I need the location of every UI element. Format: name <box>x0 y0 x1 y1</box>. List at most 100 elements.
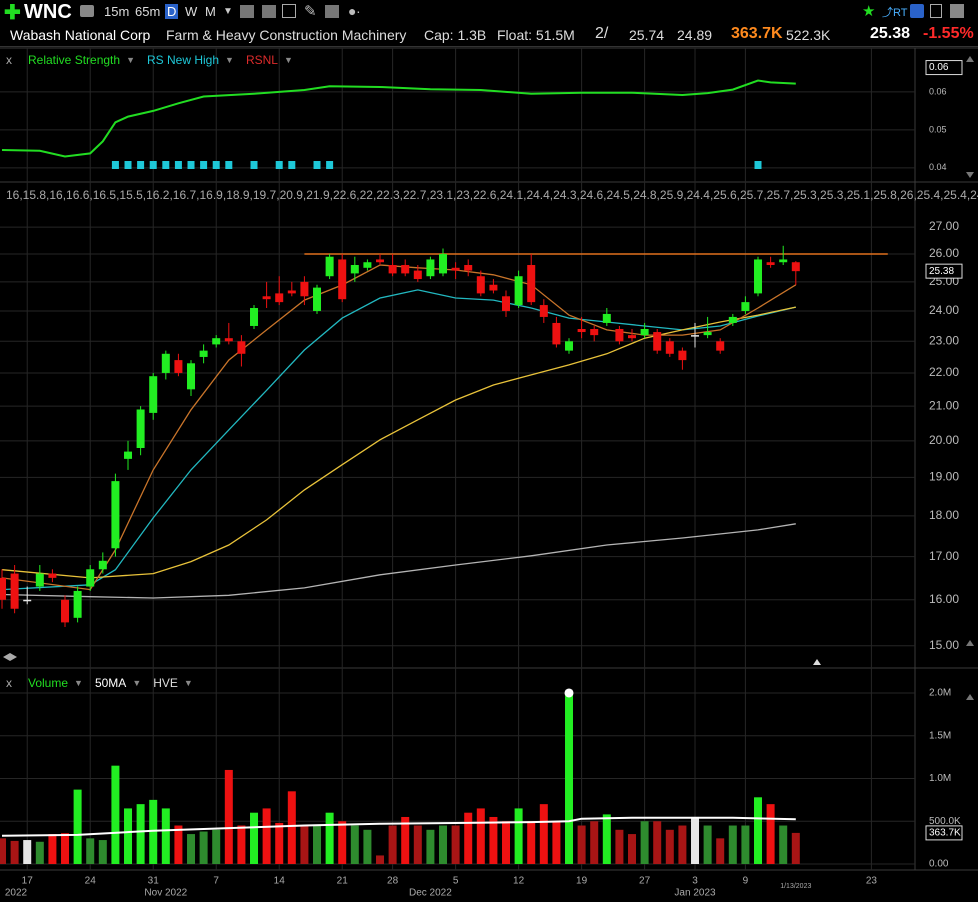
volume-bar <box>728 825 737 864</box>
icon[interactable] <box>282 4 296 18</box>
candle-body <box>376 259 385 263</box>
legend-dropdown[interactable]: ▼ <box>225 55 234 65</box>
info-bar: Wabash National Corp Farm & Heavy Constr… <box>0 24 978 47</box>
rt-icon[interactable]: ⤴RT <box>882 7 908 19</box>
candle-body <box>716 341 725 351</box>
candle-body <box>665 341 674 354</box>
volume-bar <box>10 840 19 864</box>
legend-item[interactable]: Relative Strength <box>28 53 121 67</box>
timeframe[interactable]: D <box>165 4 179 19</box>
legend-dropdown[interactable]: ▼ <box>132 678 142 688</box>
icon[interactable] <box>930 4 942 18</box>
close-button[interactable]: x <box>6 53 12 67</box>
legend-dropdown[interactable]: ▼ <box>74 678 83 688</box>
icon[interactable]: ✎ <box>304 3 317 20</box>
scroll-up[interactable] <box>966 694 974 700</box>
y-tick-label: 26.00 <box>929 246 959 260</box>
candle-body <box>615 329 624 342</box>
candle-body <box>300 281 309 297</box>
last-value-label: 25.38 <box>929 266 954 277</box>
legend-item[interactable]: 50MA <box>94 676 127 690</box>
x-tick-label: 28 <box>387 876 399 887</box>
icon[interactable] <box>325 5 339 18</box>
legend: x Volume ▼ 50MA ▼ HVE ▼ <box>0 674 199 692</box>
candle-body <box>565 341 574 351</box>
rs-new-high <box>137 161 145 169</box>
hve-marker <box>564 688 574 698</box>
legend-item[interactable]: RS New High <box>146 53 220 67</box>
volume-bar <box>602 814 611 864</box>
add-icon[interactable]: ✚ <box>4 2 21 24</box>
candle-body <box>628 335 637 339</box>
ratio: 2/ <box>595 25 609 42</box>
star-icon[interactable]: ★ <box>862 3 876 20</box>
legend-item[interactable]: RSNL <box>245 53 278 67</box>
scroll-down[interactable] <box>966 172 974 178</box>
icon[interactable]: ●∙ <box>348 3 361 19</box>
candle-body <box>35 573 44 587</box>
day-low: 24.89 <box>677 27 713 43</box>
icon[interactable] <box>240 5 254 18</box>
series-line <box>1 523 796 599</box>
icon[interactable] <box>910 4 924 18</box>
candle-body <box>338 259 347 300</box>
volume-bar <box>577 825 586 864</box>
candle-body <box>98 560 107 570</box>
volume-bar <box>0 838 7 864</box>
timeframe[interactable]: W <box>185 4 198 19</box>
candle-body <box>552 322 561 345</box>
y-tick-label: 0.00 <box>929 859 949 870</box>
icon[interactable] <box>80 5 94 17</box>
rs-new-high <box>124 161 132 169</box>
volume-bar <box>754 797 763 864</box>
rs-new-high <box>174 161 182 169</box>
volume-bar <box>489 816 498 864</box>
rs-new-high <box>250 161 258 169</box>
icon[interactable] <box>950 4 964 18</box>
last-value-box <box>925 825 963 841</box>
y-tick-label: 24.00 <box>929 303 959 317</box>
icon[interactable] <box>262 5 276 18</box>
y-tick-label: 16.00 <box>929 592 959 606</box>
timeframe[interactable]: M <box>205 4 216 19</box>
legend-dropdown[interactable]: ▼ <box>126 55 135 65</box>
swap-icon[interactable] <box>3 653 17 661</box>
y-tick-label: 0.05 <box>929 124 947 134</box>
volume-bar <box>187 834 196 864</box>
candle-body <box>325 256 334 277</box>
timeframe[interactable]: 65m <box>135 4 161 19</box>
candle-body <box>224 338 233 342</box>
y-tick-label: 22.00 <box>929 365 959 379</box>
close-button[interactable]: 16,15.8,16,16.6,16.5,15.5,16.2,16.7,16.9… <box>6 188 978 202</box>
candle-body <box>174 360 183 373</box>
legend-item[interactable]: Volume <box>28 676 69 690</box>
dropdown[interactable]: ▼ <box>223 6 233 17</box>
legend: x Relative Strength ▼ RS New High ▼ RSNL ▼ <box>0 51 299 69</box>
y-tick-label: 17.00 <box>929 549 959 563</box>
x-month-label: Jan 2023 <box>674 888 716 899</box>
legend-item[interactable]: HVE <box>153 676 178 690</box>
symbol[interactable]: WNC <box>24 1 72 23</box>
volume-bar <box>73 789 82 864</box>
legend: 16,15.8,16,16.6,16.5,15.5,16.2,16.7,16.9… <box>0 186 978 204</box>
rs-new-high <box>187 161 195 169</box>
candle-body <box>791 262 800 272</box>
scroll-up[interactable] <box>966 56 974 62</box>
candle-body <box>161 353 170 373</box>
volume-bar <box>86 838 95 864</box>
avg-volume: 522.3K <box>786 27 831 43</box>
legend-dropdown[interactable]: ▼ <box>183 678 193 688</box>
close-button[interactable]: x <box>6 676 12 690</box>
candle-body <box>779 259 788 263</box>
legend-dropdown[interactable]: ▼ <box>283 55 293 65</box>
scroll-up[interactable] <box>966 640 974 646</box>
volume-bar <box>678 825 687 864</box>
last-value-label: 363.7K <box>929 828 961 839</box>
industry: Farm & Heavy Construction Machinery <box>166 27 407 43</box>
volume-bar <box>766 804 775 864</box>
volume-bar <box>388 825 397 864</box>
candle-body <box>439 253 448 274</box>
timeframe[interactable]: 15m <box>104 4 130 19</box>
candle-body <box>640 329 649 336</box>
volume-bar <box>741 825 750 864</box>
